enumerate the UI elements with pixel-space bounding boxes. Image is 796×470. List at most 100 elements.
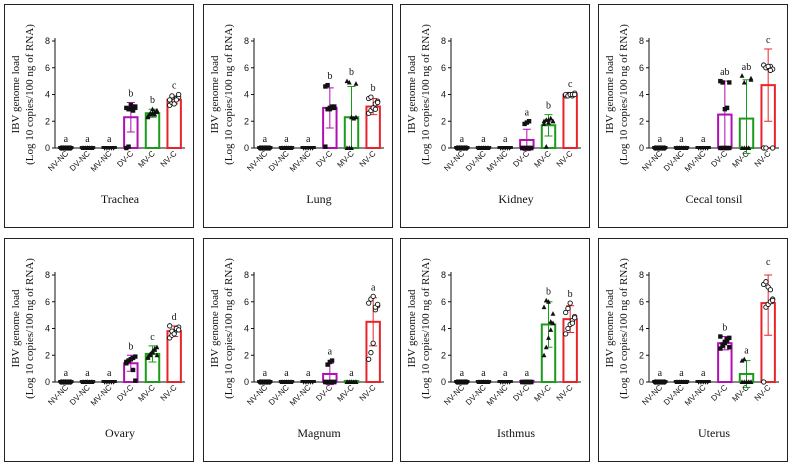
y-axis-label: IBV genome load — [604, 289, 616, 368]
data-point — [541, 304, 547, 310]
chart-panel-kidney: IBV genome load (Log 10 copies/100 ng of … — [400, 4, 590, 228]
panel-title: Lung — [306, 192, 331, 206]
x-tick-label: DV-NC — [464, 149, 488, 173]
chart-svg: IBV genome load (Log 10 copies/100 ng of … — [10, 24, 185, 206]
data-point — [323, 144, 328, 149]
x-tick-label: MV-C — [532, 383, 553, 404]
y-tick-label: 4 — [45, 90, 50, 100]
data-point — [167, 323, 173, 329]
x-tick-label: MV-NC — [288, 383, 313, 408]
data-point — [353, 81, 359, 86]
y-tick-label: 8 — [244, 270, 249, 280]
y-tick-label: 8 — [45, 36, 50, 46]
data-point — [171, 331, 177, 337]
data-point — [548, 115, 554, 121]
significance-label: b — [128, 89, 133, 100]
y-axis-label: IBV genome load — [10, 289, 22, 368]
significance-label: a — [85, 134, 90, 145]
data-point — [683, 145, 689, 150]
panel-title: Ovary — [105, 426, 135, 440]
y-tick-label: 6 — [244, 297, 249, 307]
data-point — [463, 379, 469, 385]
chart-panel-cecal-tonsil: IBV genome load (Log 10 copies/100 ng of … — [598, 4, 788, 228]
significance-label: c — [766, 35, 771, 46]
data-point — [167, 97, 173, 103]
significance-label: a — [306, 368, 311, 379]
data-point — [761, 379, 767, 385]
x-tick-label: MV-C — [335, 383, 356, 404]
data-point — [727, 80, 732, 85]
data-point — [169, 93, 175, 99]
y-tick-label: 8 — [639, 36, 644, 46]
significance-label: b — [327, 71, 332, 82]
y-tick-label: 4 — [441, 90, 446, 100]
y-tick-label: 2 — [244, 350, 249, 360]
significance-label: a — [306, 134, 311, 145]
data-point — [128, 103, 134, 108]
data-point — [661, 145, 667, 151]
data-point — [152, 111, 158, 117]
x-tick-label: DV-NC — [68, 149, 92, 173]
y-tick-label: 4 — [45, 324, 50, 334]
panel-title: Trachea — [101, 192, 140, 206]
data-point — [175, 91, 182, 98]
data-point — [550, 118, 556, 124]
significance-label: a — [349, 368, 354, 379]
data-point — [145, 353, 151, 359]
y-tick-label: 6 — [441, 297, 446, 307]
data-point — [325, 82, 330, 88]
data-point — [370, 293, 376, 300]
significance-label: a — [107, 368, 112, 379]
y-tick-label: 0 — [441, 377, 446, 387]
x-tick-label: MV-C — [136, 149, 157, 170]
y-tick-label: 8 — [441, 36, 446, 46]
data-point — [67, 145, 73, 151]
data-point — [683, 379, 689, 384]
data-point — [266, 145, 272, 151]
significance-label: a — [263, 134, 268, 145]
data-point — [769, 297, 776, 304]
significance-label: b — [546, 286, 551, 297]
significance-label: a — [64, 368, 69, 379]
y-axis-sublabel: (Log 10 copies/100 ng of RNA) — [223, 24, 235, 165]
data-point — [332, 105, 337, 111]
data-point — [727, 345, 732, 350]
data-point — [152, 345, 158, 351]
data-point — [145, 113, 151, 118]
data-point — [571, 315, 578, 321]
significance-label: a — [679, 134, 684, 145]
data-point — [310, 380, 316, 385]
y-tick-label: 8 — [441, 270, 446, 280]
significance-label: a — [701, 368, 706, 379]
y-tick-label: 0 — [244, 377, 249, 387]
y-tick-label: 6 — [441, 63, 446, 73]
data-point — [724, 105, 730, 111]
data-point — [130, 367, 136, 373]
y-tick-label: 4 — [639, 324, 644, 334]
data-point — [765, 63, 771, 70]
data-point — [563, 309, 569, 316]
significance-label: a — [701, 134, 706, 145]
data-point — [67, 379, 73, 385]
data-point — [133, 105, 138, 111]
chart-panel-isthmus: IBV genome load (Log 10 copies/100 ng of … — [400, 238, 590, 462]
data-point — [346, 79, 352, 85]
chart-panel-magnum: IBV genome load (Log 10 copies/100 ng of … — [203, 238, 393, 462]
chart-svg: IBV genome load (Log 10 copies/100 ng of … — [406, 24, 581, 206]
y-axis-sublabel: (Log 10 copies/100 ng of RNA) — [24, 24, 36, 165]
chart-svg: IBV genome load (Log 10 copies/100 ng of … — [209, 24, 384, 206]
x-tick-label: DV-C — [511, 383, 531, 403]
data-point — [171, 101, 177, 107]
data-point — [126, 107, 131, 112]
data-point — [546, 117, 551, 122]
chart-panel-uterus: IBV genome load (Log 10 copies/100 ng of … — [598, 238, 788, 462]
data-point — [705, 380, 711, 385]
x-tick-label: MV-C — [730, 149, 751, 170]
significance-label: a — [371, 282, 376, 293]
chart-panel-ovary: IBV genome load (Log 10 copies/100 ng of … — [4, 238, 194, 462]
data-point — [541, 352, 547, 358]
significance-label: d — [172, 312, 177, 323]
data-point — [374, 301, 381, 308]
data-point — [718, 334, 723, 339]
data-point — [323, 379, 328, 385]
